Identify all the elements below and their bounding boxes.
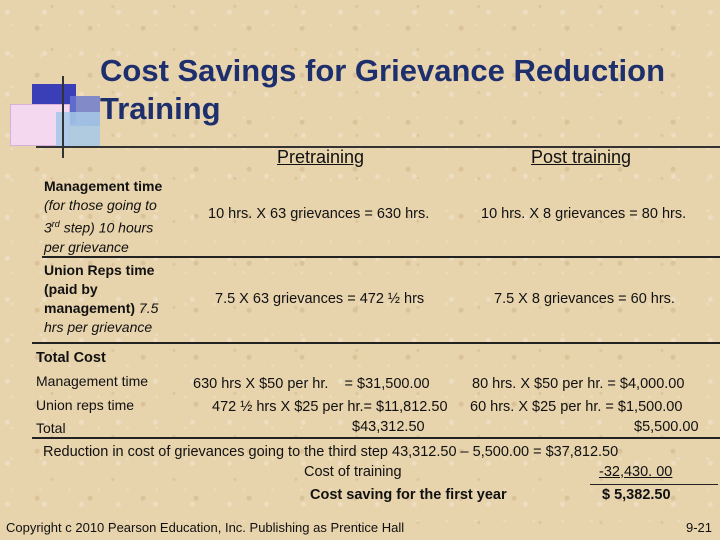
row-management-line3-rest: step) 10 hours bbox=[59, 219, 154, 236]
total-cost-heading: Total Cost bbox=[36, 350, 106, 366]
row-management-line3: 3rd step) 10 hours bbox=[44, 215, 204, 238]
row-union-post: 7.5 X 8 grievances = 60 hrs. bbox=[494, 291, 675, 307]
total-management-pre: 630 hrs X $50 per hr. = $31,500.00 bbox=[193, 376, 430, 392]
row-union-line3-bold: management) bbox=[44, 300, 139, 316]
row-management-title: Management time bbox=[44, 178, 163, 194]
reduction-text: Reduction in cost of grievances going to… bbox=[43, 444, 619, 460]
page-number: 9-21 bbox=[686, 520, 713, 535]
row-divider bbox=[32, 342, 720, 344]
total-management-label: Management time bbox=[36, 373, 149, 389]
total-management-post: 80 hrs. X $50 per hr. = $4,000.00 bbox=[472, 376, 685, 392]
row-divider bbox=[42, 256, 720, 258]
header-pretraining: Pretraining bbox=[277, 147, 365, 167]
row-divider bbox=[32, 437, 720, 439]
row-union-line3-italic: 7.5 bbox=[138, 300, 159, 316]
saving-label: Cost saving for the first year bbox=[310, 487, 507, 503]
total-label: Total bbox=[36, 420, 66, 436]
training-cost-value: -32,430. 00 bbox=[599, 464, 673, 480]
total-union-pre: 472 ½ hrs X $25 per hr.= $11,812.50 bbox=[212, 399, 448, 415]
ordinal-suffix: rd bbox=[51, 219, 60, 229]
total-union-post: 60 hrs. X $25 per hr. = $1,500.00 bbox=[470, 399, 683, 415]
copyright-text: Copyright c 2010 Pearson Education, Inc.… bbox=[6, 520, 405, 535]
row-union-line2: (paid by bbox=[44, 281, 98, 297]
row-union-title: Union Reps time bbox=[44, 262, 155, 278]
total-post: $5,500.00 bbox=[634, 419, 699, 435]
row-union-line3: management) 7.5 bbox=[44, 299, 204, 318]
row-management-line2: (for those going to bbox=[44, 197, 157, 213]
row-union-label: Union Reps time (paid by management) 7.5… bbox=[44, 261, 204, 337]
row-management-post: 10 hrs. X 8 grievances = 80 hrs. bbox=[481, 206, 687, 222]
row-union-pre: 7.5 X 63 grievances = 472 ½ hrs bbox=[215, 291, 425, 307]
total-pre: $43,312.50 bbox=[352, 419, 425, 435]
header-post-training: Post training bbox=[531, 147, 632, 167]
ordinal-number: 3 bbox=[44, 219, 52, 236]
slide-title: Cost Savings for Grievance Reduction Tra… bbox=[100, 53, 666, 126]
row-management-label: Management time (for those going to 3rd … bbox=[44, 177, 204, 257]
training-cost-label: Cost of training bbox=[304, 464, 402, 480]
row-union-line4: hrs per grievance bbox=[44, 319, 153, 335]
saving-rule bbox=[590, 484, 718, 485]
saving-value: $ 5,382.50 bbox=[602, 487, 671, 503]
total-union-label: Union reps time bbox=[36, 397, 135, 413]
row-management-line4: per grievance bbox=[44, 238, 129, 255]
row-management-pre: 10 hrs. X 63 grievances = 630 hrs. bbox=[208, 206, 430, 222]
